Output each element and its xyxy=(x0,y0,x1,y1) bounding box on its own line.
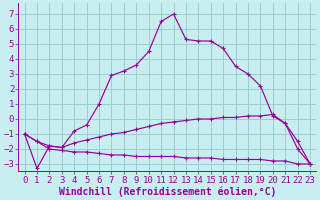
X-axis label: Windchill (Refroidissement éolien,°C): Windchill (Refroidissement éolien,°C) xyxy=(59,186,276,197)
